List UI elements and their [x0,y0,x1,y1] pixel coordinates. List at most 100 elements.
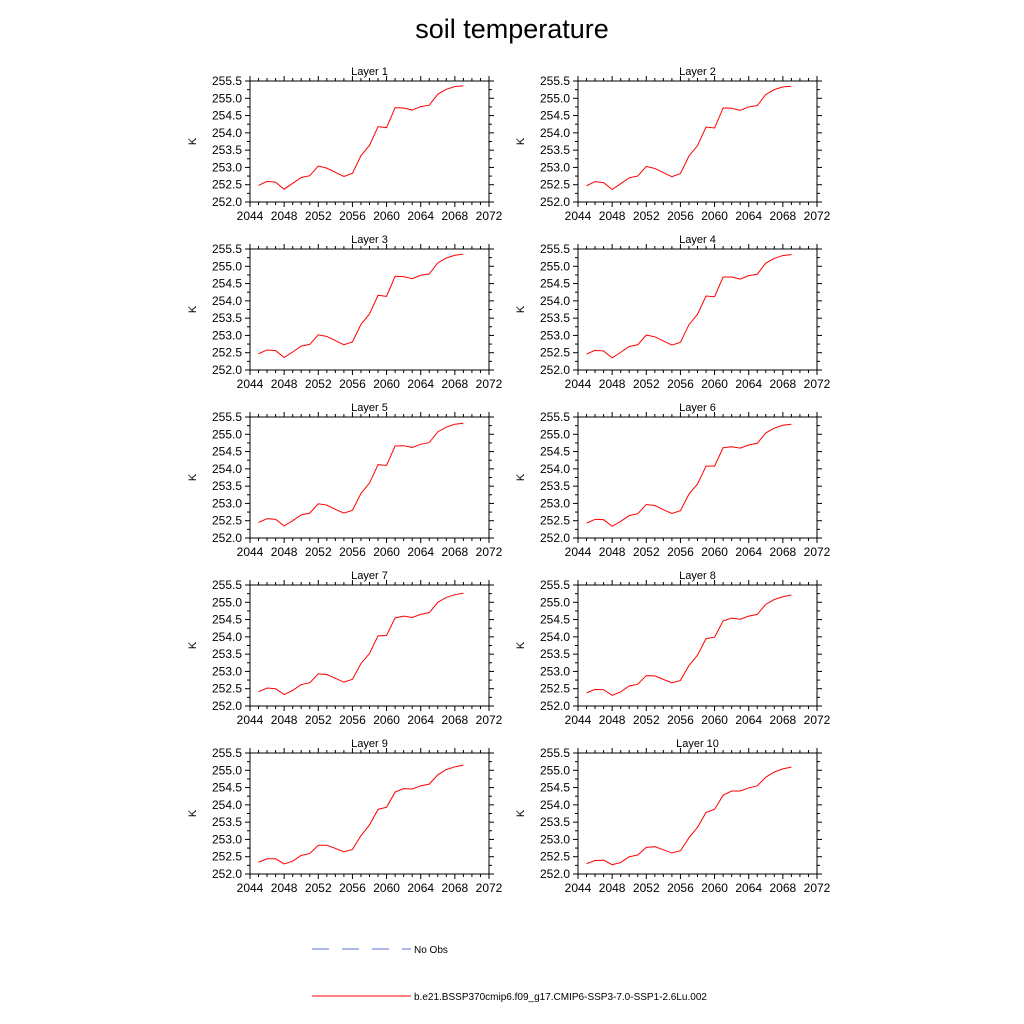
x-tick-label: 2072 [804,881,831,895]
y-tick-label: 255.5 [212,746,242,760]
x-tick-label: 2072 [476,713,503,727]
y-tick-label: 254.0 [540,630,570,644]
y-tick-label: 253.0 [212,832,242,846]
x-tick-label: 2044 [565,377,592,391]
series-line [586,594,792,696]
series-line [586,766,792,866]
x-tick-label: 2044 [565,713,592,727]
y-tick-label: 252.0 [540,867,570,881]
y-tick-label: 252.5 [212,514,242,528]
y-tick-label: 255.0 [540,763,570,777]
x-tick-label: 2044 [237,881,264,895]
series-line [258,85,464,190]
y-tick-label: 253.0 [540,496,570,510]
x-tick-label: 2044 [237,209,264,223]
y-tick-label: 255.5 [540,746,570,760]
chart-panel-9: Layer 9 K 252.0 252.5 253.0 253.5 254.0 254.5 25… [187,738,503,895]
panel-title: Layer 9 [351,738,388,750]
y-tick-label: 252.0 [540,699,570,713]
y-tick-label: 252.5 [540,514,570,528]
x-tick-label: 2060 [701,713,728,727]
x-tick-label: 2060 [373,545,400,559]
x-tick-label: 2060 [373,881,400,895]
y-tick-label: 254.5 [212,613,242,627]
series-line [586,254,792,359]
y-tick-label: 252.5 [540,178,570,192]
series-line [258,422,464,527]
x-tick-label: 2048 [599,713,626,727]
y-tick-label: 253.5 [540,647,570,661]
y-tick-label: 252.5 [212,178,242,192]
y-tick-label: 252.5 [212,346,242,360]
chart-panel-1: Layer 1 K 252.0 252.5 253.0 253.5 254.0 254.5 25… [187,66,503,223]
y-tick-label: 254.0 [540,462,570,476]
x-tick-label: 2056 [667,545,694,559]
y-axis-label: K [515,809,527,817]
x-tick-label: 2060 [701,545,728,559]
y-tick-label: 254.0 [212,798,242,812]
x-tick-label: 2068 [442,209,469,223]
y-tick-label: 252.5 [212,682,242,696]
y-tick-label: 254.5 [540,445,570,459]
y-axis-label: K [187,473,199,481]
panel-title: Layer 7 [351,570,388,582]
y-tick-label: 254.0 [212,126,242,140]
x-tick-label: 2048 [599,377,626,391]
y-tick-label: 255.5 [540,74,570,88]
series-line [586,85,792,191]
x-tick-label: 2056 [667,713,694,727]
x-tick-label: 2064 [407,209,434,223]
y-tick-label: 253.0 [212,496,242,510]
y-tick-label: 253.0 [540,160,570,174]
y-tick-label: 254.5 [540,277,570,291]
y-axis-label: K [515,473,527,481]
y-tick-label: 255.0 [540,595,570,609]
legend-model-label: b.e21.BSSP370cmip6.f09_g17.CMIP6-SSP3-7.… [414,992,707,1003]
chart-panel-4: Layer 4 K 252.0 252.5 253.0 253.5 254.0 254.5 25… [515,234,831,391]
y-axis-label: K [515,641,527,649]
x-tick-label: 2052 [633,545,660,559]
y-tick-label: 255.0 [212,91,242,105]
panel-title: Layer 3 [351,234,388,246]
x-tick-label: 2052 [633,881,660,895]
y-axis-label: K [187,809,199,817]
y-axis-label: K [187,641,199,649]
x-tick-label: 2072 [476,545,503,559]
y-tick-label: 254.0 [540,798,570,812]
x-tick-label: 2056 [667,377,694,391]
x-tick-label: 2068 [442,377,469,391]
y-tick-label: 253.5 [212,143,242,157]
x-tick-label: 2048 [271,377,298,391]
x-tick-label: 2064 [735,377,762,391]
y-tick-label: 254.0 [212,630,242,644]
y-tick-label: 255.0 [212,595,242,609]
x-tick-label: 2068 [770,881,797,895]
x-tick-label: 2064 [407,377,434,391]
series-line [258,253,464,359]
y-tick-label: 252.0 [540,531,570,545]
y-tick-label: 254.5 [540,781,570,795]
x-tick-label: 2056 [667,209,694,223]
y-tick-label: 252.0 [540,363,570,377]
x-tick-label: 2072 [804,209,831,223]
chart-panel-8: Layer 8 K 252.0 252.5 253.0 253.5 254.0 254.5 25… [515,570,831,727]
y-tick-label: 255.5 [212,74,242,88]
y-tick-label: 253.0 [540,832,570,846]
x-tick-label: 2068 [770,713,797,727]
series-line [258,592,464,696]
panel-title: Layer 6 [679,402,716,414]
x-tick-label: 2056 [667,881,694,895]
x-tick-label: 2064 [407,545,434,559]
x-tick-label: 2052 [305,713,332,727]
x-tick-label: 2044 [565,545,592,559]
x-tick-label: 2044 [565,881,592,895]
x-tick-label: 2068 [442,713,469,727]
x-tick-label: 2048 [599,545,626,559]
x-tick-label: 2060 [373,209,400,223]
panel-title: Layer 2 [679,66,716,78]
x-tick-label: 2052 [305,545,332,559]
x-tick-label: 2044 [237,713,264,727]
y-tick-label: 254.0 [540,294,570,308]
y-tick-label: 255.5 [212,242,242,256]
